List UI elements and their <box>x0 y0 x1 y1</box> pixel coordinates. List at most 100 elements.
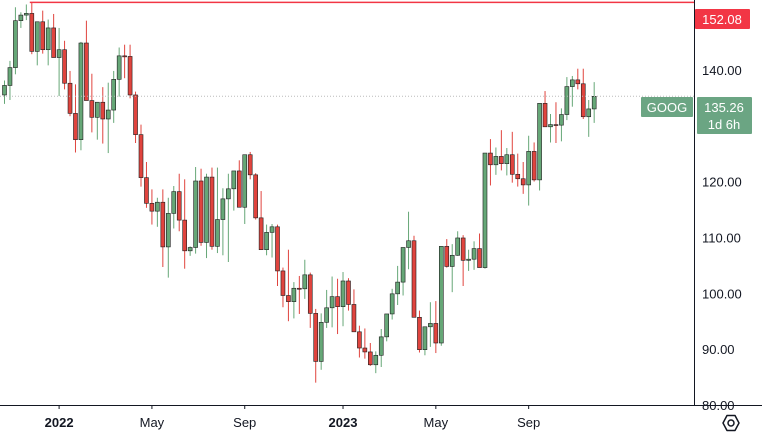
candle[interactable] <box>73 84 78 153</box>
candle[interactable] <box>182 179 187 269</box>
candle[interactable] <box>351 289 357 333</box>
candle[interactable] <box>220 188 226 256</box>
candle[interactable] <box>78 41 84 151</box>
candle[interactable] <box>515 153 521 187</box>
candle[interactable] <box>127 44 133 99</box>
candle[interactable] <box>34 21 40 66</box>
candle[interactable] <box>586 99 592 137</box>
candle[interactable] <box>253 173 258 220</box>
candle[interactable] <box>373 351 379 374</box>
candle[interactable] <box>204 173 209 259</box>
candle[interactable] <box>111 70 116 123</box>
candle[interactable] <box>548 113 553 143</box>
candle[interactable] <box>460 235 466 287</box>
candle[interactable] <box>346 278 351 311</box>
candle[interactable] <box>564 77 570 121</box>
candle[interactable] <box>242 154 248 225</box>
candle[interactable] <box>144 162 149 208</box>
candle[interactable] <box>236 160 242 208</box>
candle[interactable] <box>160 189 166 268</box>
candle[interactable] <box>215 167 220 254</box>
candle[interactable] <box>67 70 73 117</box>
candle[interactable] <box>526 135 531 206</box>
candle[interactable] <box>24 4 29 21</box>
candle[interactable] <box>580 68 586 119</box>
candle[interactable] <box>449 244 455 293</box>
candle[interactable] <box>504 148 510 176</box>
candle[interactable] <box>7 60 13 100</box>
candle[interactable] <box>291 282 297 319</box>
candle[interactable] <box>149 189 155 225</box>
candle[interactable] <box>499 130 504 171</box>
candle[interactable] <box>226 173 231 262</box>
candle[interactable] <box>411 235 417 318</box>
candle[interactable] <box>297 275 302 314</box>
candle[interactable] <box>51 13 56 58</box>
candle[interactable] <box>29 2 35 55</box>
candle[interactable] <box>395 265 400 306</box>
candle[interactable] <box>166 197 171 278</box>
candle[interactable] <box>2 80 7 104</box>
candle[interactable] <box>105 82 111 154</box>
candle[interactable] <box>286 249 291 322</box>
candle[interactable] <box>357 325 362 358</box>
candle[interactable] <box>100 87 106 144</box>
candle[interactable] <box>198 168 204 246</box>
candle[interactable] <box>400 247 406 296</box>
candle[interactable] <box>509 131 515 183</box>
candle[interactable] <box>133 91 138 144</box>
candle[interactable] <box>471 241 477 270</box>
candle[interactable] <box>444 239 450 268</box>
candle[interactable] <box>531 142 537 182</box>
candle[interactable] <box>45 19 51 66</box>
candle[interactable] <box>384 313 390 342</box>
candle[interactable] <box>477 233 482 268</box>
candle[interactable] <box>324 289 329 328</box>
candle[interactable] <box>138 124 144 187</box>
candle[interactable] <box>116 47 122 97</box>
candle[interactable] <box>422 326 428 356</box>
candle[interactable] <box>264 224 269 256</box>
candle[interactable] <box>313 308 319 383</box>
candle[interactable] <box>84 20 89 101</box>
candle[interactable] <box>318 313 324 370</box>
candle[interactable] <box>40 10 46 54</box>
candle[interactable] <box>171 186 177 229</box>
candle[interactable] <box>520 162 526 194</box>
candle[interactable] <box>488 139 493 186</box>
candle[interactable] <box>176 173 182 232</box>
candle[interactable] <box>275 224 280 287</box>
candle[interactable] <box>302 259 308 299</box>
candle[interactable] <box>209 167 215 250</box>
candle[interactable] <box>231 170 237 211</box>
candle[interactable] <box>389 288 395 320</box>
candle[interactable] <box>307 272 313 328</box>
candle[interactable] <box>542 91 548 128</box>
candle[interactable] <box>438 246 444 346</box>
candle[interactable] <box>280 267 286 308</box>
candle[interactable] <box>466 249 471 271</box>
candle[interactable] <box>329 276 335 328</box>
candle[interactable] <box>95 101 100 140</box>
candle[interactable] <box>13 7 18 75</box>
candle[interactable] <box>537 103 542 191</box>
candle[interactable] <box>553 102 559 144</box>
candle[interactable] <box>258 191 264 251</box>
candle[interactable] <box>62 40 67 90</box>
candle[interactable] <box>362 328 368 359</box>
price-axis[interactable]: 150.00140.00130.00120.00110.00100.0090.0… <box>702 7 742 413</box>
candle[interactable] <box>428 302 433 347</box>
candle[interactable] <box>335 278 340 335</box>
candle[interactable] <box>575 68 581 90</box>
candle[interactable] <box>591 82 597 123</box>
candle[interactable] <box>89 73 95 133</box>
candle[interactable] <box>193 167 198 254</box>
candle[interactable] <box>570 75 575 107</box>
candle[interactable] <box>417 310 422 353</box>
candle[interactable] <box>482 152 488 269</box>
candle[interactable] <box>378 329 384 368</box>
time-axis[interactable]: 2022 May Sep 2023 May Sep <box>45 405 541 430</box>
candle[interactable] <box>455 231 460 256</box>
candle[interactable] <box>493 147 499 175</box>
